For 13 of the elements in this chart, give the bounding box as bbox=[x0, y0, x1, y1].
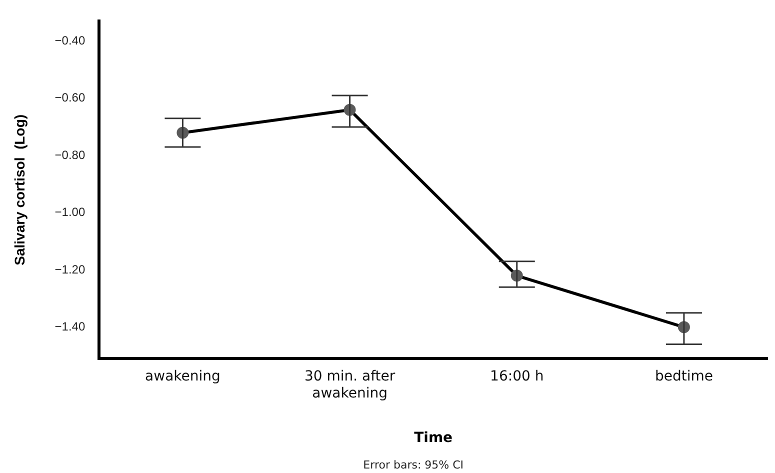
x-tick-label: 30 min. after awakening bbox=[304, 368, 396, 402]
y-tick-label: −0.40 bbox=[54, 34, 86, 48]
y-tick-label: −1.00 bbox=[54, 205, 86, 220]
x-tick-label: 16:00 h bbox=[490, 368, 544, 385]
x-tick-label: awakening bbox=[145, 368, 220, 385]
y-tick-label: −1.40 bbox=[54, 319, 86, 334]
y-tick-label: −0.80 bbox=[54, 148, 86, 162]
x-tick-label: bedtime bbox=[654, 368, 713, 385]
x-axis-title: Time bbox=[414, 430, 453, 446]
y-tick-label: −1.20 bbox=[54, 262, 86, 276]
y-tick-label: −0.60 bbox=[54, 90, 86, 105]
text: Error bars: 95% CI bbox=[363, 458, 464, 472]
y-axis-title: Salivary cortisol (Log) bbox=[11, 114, 28, 266]
